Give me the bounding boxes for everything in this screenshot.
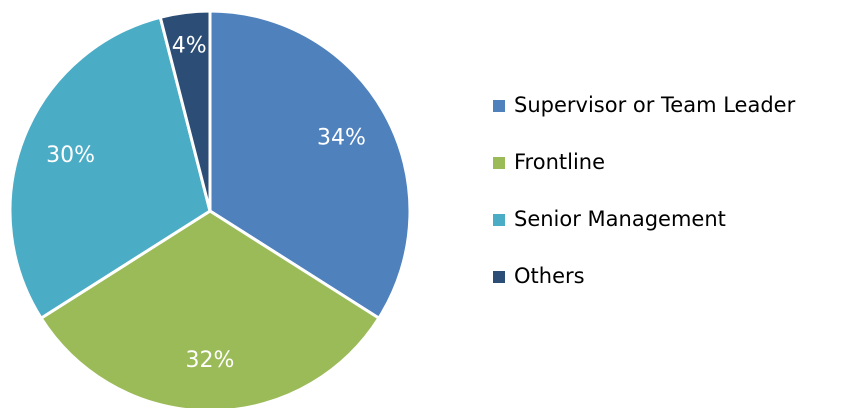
data-label: 4%	[172, 33, 207, 58]
pie-slice	[158, 9, 212, 212]
legend-label: Others	[514, 264, 585, 288]
legend-swatch	[493, 271, 505, 283]
pie-slice	[8, 15, 212, 321]
legend-swatch	[493, 100, 505, 112]
data-label: 32%	[186, 348, 235, 373]
legend-swatch	[493, 157, 505, 169]
legend-swatch	[493, 214, 505, 226]
legend-label: Frontline	[514, 150, 605, 174]
pie-slice	[39, 209, 381, 408]
data-label: 34%	[317, 126, 366, 151]
legend-label: Senior Management	[514, 207, 726, 231]
legend-label: Supervisor or Team Leader	[514, 93, 796, 117]
data-label: 30%	[46, 143, 95, 168]
